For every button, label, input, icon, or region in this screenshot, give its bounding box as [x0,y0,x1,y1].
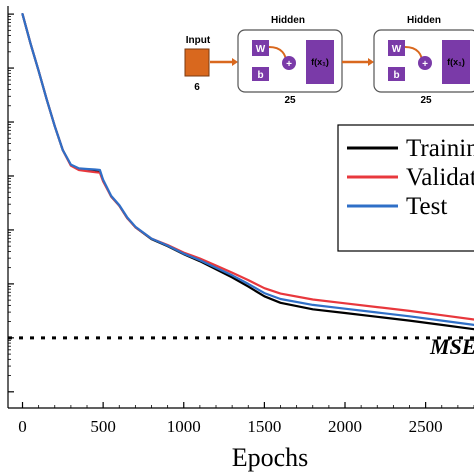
input-label: Input [186,35,211,46]
plot-area: 0 500 1000 1500 2000 2500 [7,6,474,436]
series-layer [21,13,474,331]
hidden2-box [373,29,474,93]
legend-label-test: Test [406,193,447,220]
mse-annotation: MSE [429,334,474,359]
hidden2-label: Hidden [407,15,441,26]
hidden1-bias [252,67,269,81]
hidden1-label: Hidden [271,15,305,26]
legend-label-validation: Validation [406,164,474,191]
x-tick-label: 2000 [328,417,362,436]
hidden-arrowhead [368,58,374,66]
series-line-test [21,13,474,326]
hidden2-bias [388,67,405,81]
x-tick-label: 1000 [167,417,201,436]
hidden1-size: 25 [284,95,296,106]
input-node [184,48,210,77]
x-tick-label: 2500 [409,417,443,436]
hidden1-activation-symbol: f(x₁) [311,57,329,67]
hidden2-activation [442,40,470,84]
hidden1-weight [252,40,269,56]
hidden2-size: 25 [420,95,432,106]
hidden2-weight [388,40,405,56]
x-tick-label: 500 [90,417,116,436]
hidden1-bias-symbol: b [257,70,263,81]
hidden2-sum-symbol: + [422,59,428,70]
input-size: 6 [194,82,200,93]
hidden2-weight-symbol: W [392,44,402,55]
x-tick-label: 0 [18,417,27,436]
hidden1-weight-symbol: W [256,44,266,55]
network-diagram: Input 6 Hidden W b + f(x₁) 25 Hidden W b… [184,15,474,106]
legend-label-training: Training [406,135,474,162]
hidden1-sum-symbol: + [286,59,292,70]
x-axis-title: Epochs [232,443,309,472]
hidden2-activation-symbol: f(x₁) [447,57,465,67]
legend-box [337,124,474,252]
hidden2-bias-symbol: b [393,70,399,81]
hidden1-activation [306,40,334,84]
legend: Training Validation Test [337,124,474,252]
x-tick-label: 1500 [247,417,281,436]
input-arrowhead [232,58,238,66]
hidden2-sum-node [418,56,432,70]
hidden1-sum-node [282,56,296,70]
